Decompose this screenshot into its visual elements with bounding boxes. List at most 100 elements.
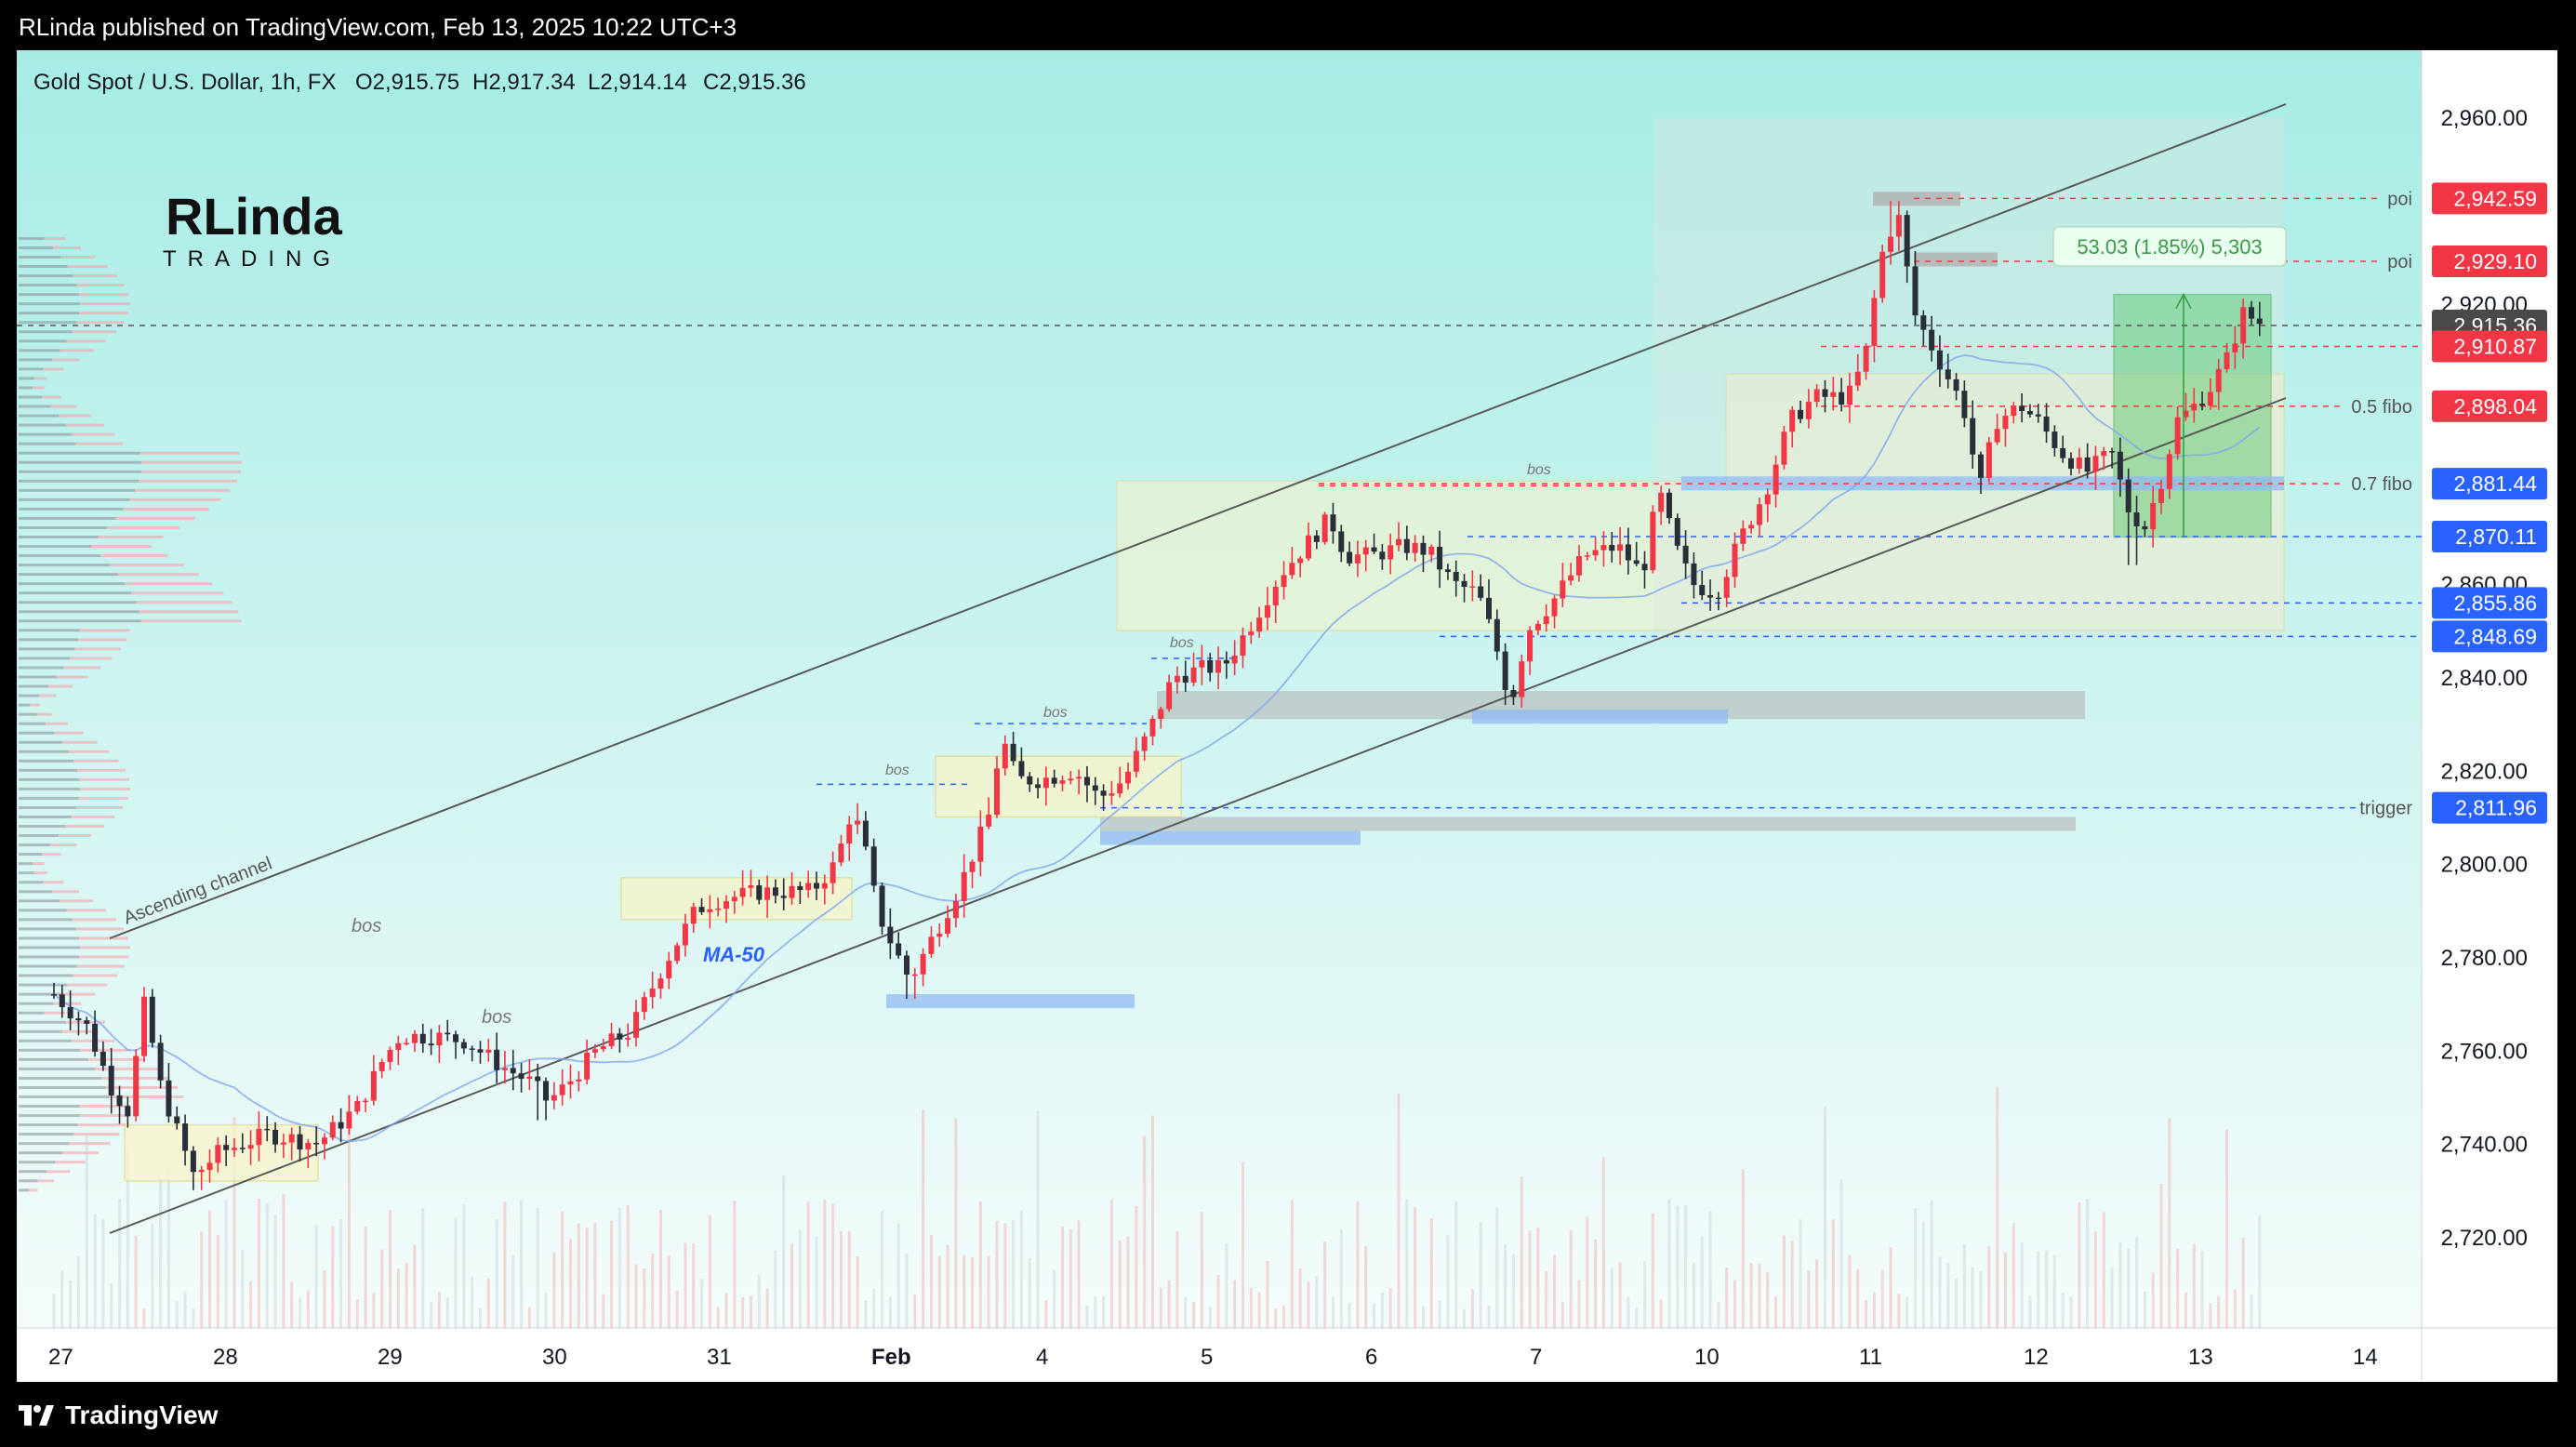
candle [1510, 684, 1517, 706]
svg-text:2,942.59: 2,942.59 [2453, 186, 2537, 210]
profile-bar [19, 1039, 72, 1042]
volume-bar [864, 1300, 868, 1328]
profile-bar [19, 1133, 74, 1136]
profile-bar [66, 339, 107, 343]
candle [1617, 526, 1624, 565]
y-tick-label: 2,720.00 [2441, 1226, 2528, 1251]
channel-upper[interactable] [109, 103, 2287, 939]
profile-bar [19, 516, 116, 520]
candle [2150, 485, 2157, 548]
volume-bar [2143, 1291, 2146, 1328]
measure-box [2113, 293, 2272, 538]
candle [1059, 776, 1066, 792]
profile-bar [60, 349, 94, 352]
profile-bar [19, 881, 44, 884]
profile-bar [51, 358, 80, 362]
volume-bar [658, 1209, 662, 1328]
profile-bar [19, 946, 80, 949]
volume-bar [1790, 1240, 1794, 1328]
candle [896, 932, 902, 959]
candle [879, 882, 885, 936]
volume-bar [2118, 1242, 2122, 1328]
candle [2207, 378, 2213, 410]
volume-bar [1708, 1211, 1712, 1328]
candle [748, 870, 754, 897]
channel-lower[interactable] [109, 397, 2287, 1234]
candle [2215, 358, 2222, 410]
svg-text:2,881.44: 2,881.44 [2453, 471, 2537, 496]
candle [2158, 479, 2164, 514]
candle [1846, 372, 1852, 423]
volume-bar [430, 1301, 433, 1328]
candle [1707, 579, 1714, 611]
candle [1002, 735, 1008, 777]
profile-bar [43, 367, 64, 371]
candle [1633, 541, 1640, 566]
rlinda-logo: RLinda TRADING [163, 187, 343, 272]
profile-bar [19, 554, 101, 558]
candle [1240, 627, 1246, 669]
profile-bar [60, 899, 94, 903]
candle [1125, 762, 1132, 790]
level-tag: poi [2387, 189, 2412, 209]
volume-bar [1823, 1106, 1826, 1328]
bos-label: bos [482, 1007, 511, 1028]
volume-bar [536, 1207, 539, 1328]
volume-bar [1865, 1299, 1868, 1328]
ma-label: MA-50 [703, 943, 765, 966]
svg-text:2,870.11: 2,870.11 [2455, 524, 2537, 549]
volume-bar [1815, 1259, 1819, 1328]
logo-main: RLinda [166, 187, 343, 246]
profile-bar [125, 582, 213, 586]
volume-bar [503, 1201, 507, 1328]
volume-bar [118, 1199, 122, 1328]
price-chart[interactable]: Ascending channelMA-50bosbosbosbosbosbos… [17, 50, 2557, 1382]
volume-bar [413, 1244, 417, 1328]
volume-bar [1077, 1220, 1081, 1328]
profile-bar [19, 1179, 38, 1183]
price-label: 2,898.04 [2432, 390, 2547, 422]
volume-bar [142, 1308, 146, 1328]
candle [1871, 289, 1878, 363]
candle [247, 1130, 254, 1165]
candle [1199, 644, 1205, 685]
volume-bar [1676, 1205, 1680, 1328]
ascending-channel[interactable] [109, 103, 2287, 1234]
volume-bar [577, 1223, 580, 1328]
candle [1388, 533, 1394, 575]
candle [1813, 384, 1820, 407]
measure-arrow-head [2175, 293, 2192, 310]
profile-bar [109, 564, 184, 567]
volume-bar [265, 1202, 269, 1328]
profile-bar [19, 1142, 70, 1146]
candle [2142, 521, 2148, 538]
volume-bar [2225, 1129, 2229, 1328]
volume-bar [1839, 1179, 1843, 1328]
volume-bar [1102, 1295, 1106, 1328]
time-axis[interactable] [17, 1328, 2557, 1382]
profile-bar [19, 675, 57, 679]
volume-bar [905, 1254, 909, 1328]
profile-bar [33, 386, 45, 390]
profile-bar [19, 918, 73, 922]
candle [182, 1114, 189, 1166]
profile-bar [19, 488, 136, 492]
volume-bar [610, 1220, 614, 1328]
candle [272, 1122, 279, 1153]
candle [1461, 574, 1467, 603]
candle [2060, 435, 2066, 463]
tradingview-brand[interactable]: TradingView [19, 1401, 218, 1430]
svg-text:2,898.04: 2,898.04 [2453, 394, 2537, 418]
volume-bar [1216, 1274, 1220, 1328]
profile-bar [19, 825, 66, 829]
candle [84, 1016, 90, 1035]
volume-bar [1528, 1230, 1532, 1328]
volume-bar [2233, 1289, 2237, 1328]
candle [1412, 535, 1418, 563]
candle [1888, 201, 1894, 265]
y-tick-label: 2,760.00 [2441, 1039, 2528, 1064]
candle [501, 1050, 508, 1084]
candle [1306, 522, 1312, 562]
volume-bar [1356, 1201, 1360, 1328]
profile-bar [19, 666, 64, 670]
